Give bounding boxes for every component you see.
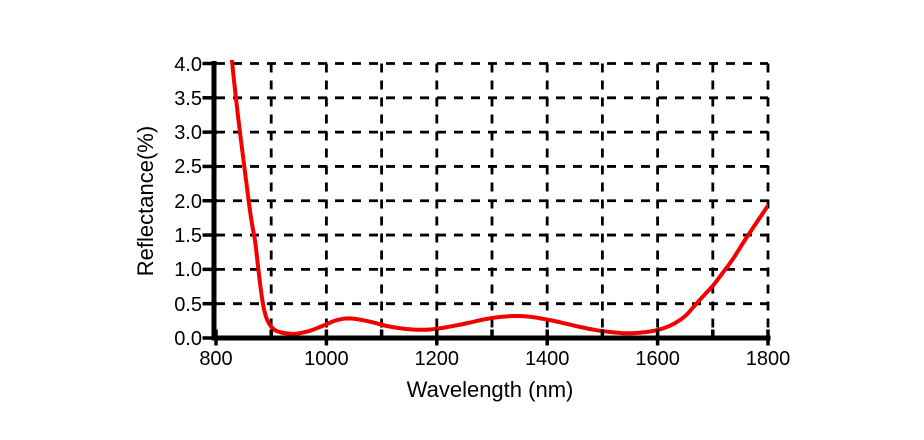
y-tick-label: 3.5 [174,87,202,110]
x-tick-label: 1800 [745,348,791,370]
x-tick-label: 1200 [414,348,460,370]
y-tick-label: 4.0 [174,53,202,76]
y-tick-label: 1.0 [174,259,202,282]
y-tick-label: 1.5 [174,225,202,248]
gridlines [216,62,770,338]
y-tick-label: 0.0 [174,328,202,350]
series-group [229,60,768,336]
y-axis-title: Reflectance(%) [133,125,158,277]
y-tick-label: 2.0 [174,190,202,213]
x-tick-label: 1600 [635,348,680,370]
x-tick-label: 800 [199,348,233,370]
y-tick-label: 0.5 [174,293,202,316]
reflectance-curve [229,60,768,336]
axes [211,61,771,341]
x-tick-label: 1400 [524,348,570,370]
y-tick-label: 3.0 [174,122,202,145]
x-axis-title: Wavelength (nm) [406,377,574,402]
y-tick-label: 2.5 [174,156,202,179]
x-tick-label: 1000 [304,348,349,370]
